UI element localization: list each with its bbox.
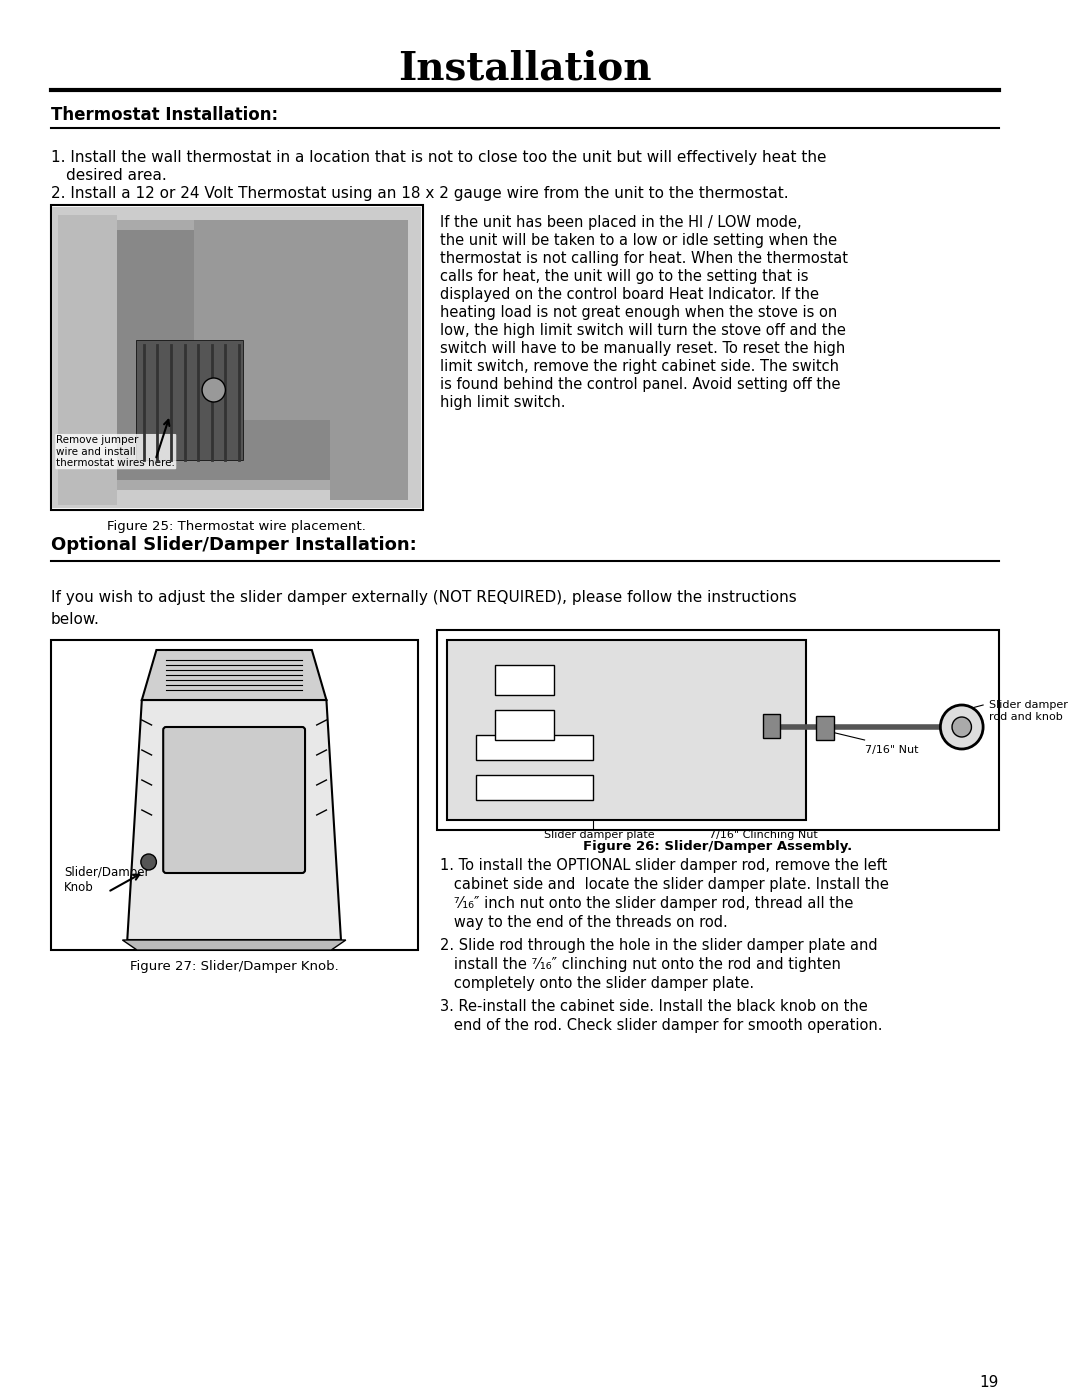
Text: way to the end of the threads on rod.: way to the end of the threads on rod. bbox=[440, 915, 728, 930]
Text: 7/16" Clinching Nut: 7/16" Clinching Nut bbox=[710, 830, 818, 840]
FancyBboxPatch shape bbox=[136, 339, 243, 460]
FancyBboxPatch shape bbox=[117, 231, 330, 481]
Text: install the ⁷⁄₁₆″ clinching nut onto the rod and tighten: install the ⁷⁄₁₆″ clinching nut onto the… bbox=[440, 957, 841, 972]
Text: Optional Slider/Damper Installation:: Optional Slider/Damper Installation: bbox=[51, 536, 416, 555]
Text: 2. Install a 12 or 24 Volt Thermostat using an 18 x 2 gauge wire from the unit t: 2. Install a 12 or 24 Volt Thermostat us… bbox=[51, 186, 788, 201]
Text: Installation: Installation bbox=[397, 49, 651, 87]
Circle shape bbox=[202, 379, 226, 402]
Text: If the unit has been placed in the HI / LOW mode,: If the unit has been placed in the HI / … bbox=[440, 215, 801, 231]
Polygon shape bbox=[127, 700, 341, 940]
FancyBboxPatch shape bbox=[496, 665, 554, 694]
Text: is found behind the control panel. Avoid setting off the: is found behind the control panel. Avoid… bbox=[440, 377, 840, 393]
FancyBboxPatch shape bbox=[53, 207, 420, 509]
Circle shape bbox=[140, 854, 157, 870]
Text: Thermostat Installation:: Thermostat Installation: bbox=[51, 106, 278, 124]
Text: below.: below. bbox=[51, 612, 99, 627]
FancyBboxPatch shape bbox=[58, 215, 117, 504]
Text: low, the high limit switch will turn the stove off and the: low, the high limit switch will turn the… bbox=[440, 323, 846, 338]
FancyBboxPatch shape bbox=[496, 710, 554, 740]
FancyBboxPatch shape bbox=[762, 714, 780, 738]
Circle shape bbox=[953, 717, 971, 738]
FancyBboxPatch shape bbox=[447, 640, 807, 820]
Text: 2. Slide rod through the hole in the slider damper plate and: 2. Slide rod through the hole in the sli… bbox=[440, 937, 878, 953]
FancyBboxPatch shape bbox=[78, 219, 369, 490]
Text: end of the rod. Check slider damper for smooth operation.: end of the rod. Check slider damper for … bbox=[440, 1018, 882, 1032]
Text: Figure 27: Slider/Damper Knob.: Figure 27: Slider/Damper Knob. bbox=[130, 960, 338, 972]
Text: completely onto the slider damper plate.: completely onto the slider damper plate. bbox=[440, 977, 754, 990]
Text: 19: 19 bbox=[980, 1375, 999, 1390]
FancyBboxPatch shape bbox=[194, 219, 369, 420]
Text: 7/16" Nut: 7/16" Nut bbox=[865, 745, 918, 754]
Text: 3. Re-install the cabinet side. Install the black knob on the: 3. Re-install the cabinet side. Install … bbox=[440, 999, 868, 1014]
Text: displayed on the control board Heat Indicator. If the: displayed on the control board Heat Indi… bbox=[440, 286, 819, 302]
Text: thermostat is not calling for heat. When the thermostat: thermostat is not calling for heat. When… bbox=[440, 251, 848, 265]
Polygon shape bbox=[122, 940, 346, 950]
Text: Figure 25: Thermostat wire placement.: Figure 25: Thermostat wire placement. bbox=[107, 520, 365, 534]
FancyBboxPatch shape bbox=[437, 630, 999, 830]
FancyBboxPatch shape bbox=[51, 205, 422, 510]
Text: Slider damper
rod and knob: Slider damper rod and knob bbox=[989, 700, 1068, 722]
FancyBboxPatch shape bbox=[816, 717, 834, 740]
Text: the unit will be taken to a low or idle setting when the: the unit will be taken to a low or idle … bbox=[440, 233, 837, 249]
FancyBboxPatch shape bbox=[163, 726, 305, 873]
Text: cabinet side and  locate the slider damper plate. Install the: cabinet side and locate the slider dampe… bbox=[440, 877, 889, 893]
Text: heating load is not great enough when the stove is on: heating load is not great enough when th… bbox=[440, 305, 837, 320]
Text: If you wish to adjust the slider damper externally (NOT REQUIRED), please follow: If you wish to adjust the slider damper … bbox=[51, 590, 796, 605]
Text: high limit switch.: high limit switch. bbox=[440, 395, 566, 409]
Text: desired area.: desired area. bbox=[66, 168, 166, 183]
FancyBboxPatch shape bbox=[476, 775, 593, 800]
Text: Remove jumper
wire and install
thermostat wires here.: Remove jumper wire and install thermosta… bbox=[56, 434, 175, 468]
Text: calls for heat, the unit will go to the setting that is: calls for heat, the unit will go to the … bbox=[440, 270, 809, 284]
FancyBboxPatch shape bbox=[330, 219, 408, 500]
Text: Slider/Damper
Knob: Slider/Damper Knob bbox=[64, 866, 150, 894]
Text: 1. Install the wall thermostat in a location that is not to close too the unit b: 1. Install the wall thermostat in a loca… bbox=[51, 149, 826, 165]
Text: Slider damper plate: Slider damper plate bbox=[544, 830, 654, 840]
FancyBboxPatch shape bbox=[476, 735, 593, 760]
Text: ⁷⁄₁₆″ inch nut onto the slider damper rod, thread all the: ⁷⁄₁₆″ inch nut onto the slider damper ro… bbox=[440, 895, 853, 911]
Text: Figure 26: Slider/Damper Assembly.: Figure 26: Slider/Damper Assembly. bbox=[583, 840, 852, 854]
Text: switch will have to be manually reset. To reset the high: switch will have to be manually reset. T… bbox=[440, 341, 846, 356]
Text: 1. To install the OPTIONAL slider damper rod, remove the left: 1. To install the OPTIONAL slider damper… bbox=[440, 858, 888, 873]
Text: limit switch, remove the right cabinet side. The switch: limit switch, remove the right cabinet s… bbox=[440, 359, 839, 374]
Polygon shape bbox=[141, 650, 326, 700]
FancyBboxPatch shape bbox=[51, 640, 418, 950]
Circle shape bbox=[941, 705, 983, 749]
